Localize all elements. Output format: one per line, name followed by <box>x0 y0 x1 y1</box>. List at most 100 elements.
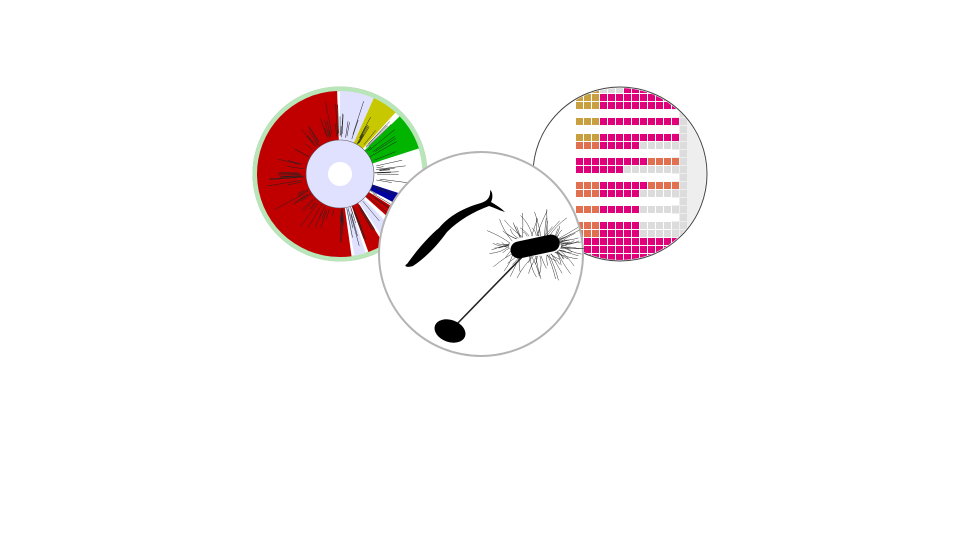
heatmap-cell <box>624 238 631 245</box>
heatmap-cell <box>648 150 655 157</box>
heatmap-cell <box>616 142 623 149</box>
heatmap-cell <box>608 254 615 260</box>
heatmap-cell <box>680 222 687 229</box>
tree-branch <box>308 130 320 146</box>
heatmap-cell <box>656 230 663 237</box>
heatmap-cell <box>616 126 623 133</box>
heatmap-cell <box>664 230 671 237</box>
tree-branch <box>287 160 302 165</box>
heatmap-cell <box>584 134 591 141</box>
heatmap-cell <box>672 206 679 213</box>
tree-branch <box>368 129 396 151</box>
pilus-strand <box>496 243 510 245</box>
pilus-strand <box>539 255 542 275</box>
heatmap-cell <box>600 142 607 149</box>
heatmap-cell <box>624 246 631 253</box>
heatmap-cell <box>584 238 591 245</box>
heatmap-cell <box>608 246 615 253</box>
heatmap-cell <box>656 134 663 141</box>
tree-branch <box>359 116 371 138</box>
pilus-strand <box>556 251 571 274</box>
heatmap-cell <box>640 118 647 125</box>
tree-branch <box>379 178 412 184</box>
heatmap-cell <box>656 246 663 253</box>
heatmap-cell <box>600 166 607 173</box>
tree-branch <box>352 101 364 135</box>
tree-branch <box>341 209 344 235</box>
heatmap-cell <box>584 102 591 109</box>
heatmap-cell <box>600 190 607 197</box>
tree-branch <box>359 204 376 230</box>
heatmap-cell <box>584 118 591 125</box>
tree-branch <box>305 143 312 150</box>
heatmap-cell <box>632 118 639 125</box>
heatmap-cell <box>664 174 671 181</box>
tree-branch <box>332 209 334 217</box>
heatmap-cell <box>672 174 679 181</box>
heatmap-cell <box>680 190 687 197</box>
heatmap-cell <box>648 118 655 125</box>
heatmap-cell <box>600 134 607 141</box>
heatmap-cell <box>640 182 647 189</box>
heatmap-cell <box>648 222 655 229</box>
tree-branch <box>280 175 302 177</box>
heatmap-cell <box>680 150 687 157</box>
pilus-strand <box>510 228 519 239</box>
pilus-strand <box>559 232 576 244</box>
heatmap-cell <box>672 134 679 141</box>
heatmap-cell <box>576 174 583 181</box>
tree-branch <box>376 188 384 192</box>
heatmap-cell <box>616 88 623 93</box>
heatmap-cell <box>616 110 623 117</box>
tree-branch <box>376 159 403 167</box>
heatmap-cell <box>648 158 655 165</box>
heatmap-cell <box>664 238 671 245</box>
pilus-strand <box>504 219 524 238</box>
pilus-strand <box>513 224 522 238</box>
tree-branch <box>350 214 360 246</box>
heatmap-cell <box>632 182 639 189</box>
heatmap-cell <box>608 238 615 245</box>
heatmap-cell <box>640 206 647 213</box>
heatmap-cell <box>624 166 631 173</box>
heatmap-cell <box>584 206 591 213</box>
pilus-strand <box>560 240 580 246</box>
heatmap-cell <box>680 94 687 101</box>
tree-branch <box>342 212 344 222</box>
tree-branch <box>278 158 300 165</box>
heatmap-cell <box>600 238 607 245</box>
tree-branch <box>341 208 343 223</box>
heatmap-cell <box>680 174 687 181</box>
tree-branch <box>326 120 331 137</box>
heatmap-cell <box>592 126 599 133</box>
heatmap-cell <box>656 222 663 229</box>
heatmap-cell <box>600 230 607 237</box>
heatmap-cell <box>600 206 607 213</box>
heatmap-cell <box>584 230 591 237</box>
pilus-strand <box>546 254 557 262</box>
pilus-strand <box>544 218 547 237</box>
heatmap-cell <box>632 198 639 205</box>
tree-branch <box>372 185 396 194</box>
tree-branch <box>379 167 395 170</box>
heatmap-cell <box>632 214 639 221</box>
pilus-strand <box>535 218 539 237</box>
heatmap-cell <box>576 110 583 117</box>
heatmap-cell <box>624 126 631 133</box>
heatmap-cell <box>576 134 583 141</box>
tree-branch <box>368 125 387 145</box>
heatmap-cell <box>624 102 631 109</box>
heatmap-cell <box>576 102 583 109</box>
tree-branch <box>346 208 353 238</box>
tree-branch <box>372 136 396 152</box>
heatmap-cell <box>640 166 647 173</box>
heatmap-cell <box>616 174 623 181</box>
heatmap-cell <box>576 166 583 173</box>
heatmap-cell <box>664 134 671 141</box>
heatmap-cell <box>680 246 687 253</box>
heatmap-cell <box>592 246 599 253</box>
heatmap-cell <box>600 158 607 165</box>
heatmap-cell <box>592 118 599 125</box>
tree-branch <box>337 104 339 134</box>
pilus-strand <box>529 255 537 278</box>
